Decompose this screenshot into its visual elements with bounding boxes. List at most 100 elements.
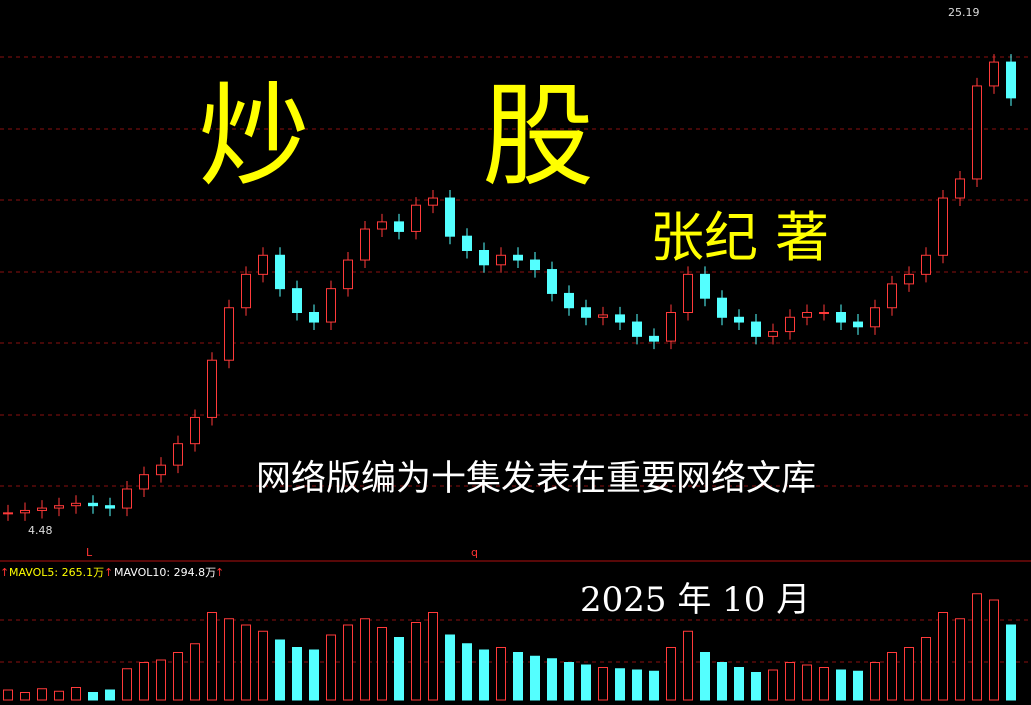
title-char: 股: [482, 72, 594, 202]
candle: [819, 312, 829, 315]
candle: [122, 488, 132, 509]
candle: [343, 259, 353, 290]
candle: [326, 288, 336, 323]
candle: [972, 85, 982, 180]
volume-bar: [904, 647, 914, 701]
volume-bar: [292, 647, 302, 701]
volume-bar: [139, 662, 149, 701]
volume-bar: [156, 659, 166, 701]
candle: [649, 335, 659, 342]
candle: [105, 505, 115, 509]
candle: [513, 254, 523, 261]
volume-bar: [921, 637, 931, 701]
volume-bar: [1006, 624, 1016, 701]
volume-bar: [972, 593, 982, 701]
volume-bar: [20, 692, 30, 701]
volume-bar: [241, 624, 251, 701]
candle: [54, 505, 64, 509]
volume-bar: [819, 667, 829, 701]
candle: [700, 273, 710, 299]
candle: [462, 235, 472, 251]
candle: [853, 321, 863, 328]
author: 张纪 著: [650, 206, 829, 269]
volume-bar: [190, 643, 200, 701]
candle: [207, 359, 217, 418]
volume-bar: [377, 627, 387, 701]
volume-bar: [71, 687, 81, 701]
volume-bar: [88, 692, 98, 701]
candle: [632, 321, 642, 337]
volume-bar: [632, 669, 642, 701]
volume-bar: [598, 667, 608, 701]
volume-bar: [734, 667, 744, 701]
volume-bar: [683, 630, 693, 701]
candle: [802, 312, 812, 318]
candle: [921, 254, 931, 275]
candle: [20, 509, 30, 514]
volume-bar: [870, 662, 880, 701]
candle: [836, 312, 846, 323]
volume-bar: [343, 624, 353, 701]
volume-bar: [462, 643, 472, 701]
volume-bar: [717, 662, 727, 701]
candle: [411, 204, 421, 232]
candle: [581, 307, 591, 318]
volume-bar: [105, 689, 115, 701]
arrow: ↑: [0, 566, 9, 579]
candle: [37, 507, 47, 511]
candle: [785, 316, 795, 333]
candle: [479, 249, 489, 266]
candle: [3, 512, 13, 515]
candle: [666, 312, 676, 342]
candle: [173, 443, 183, 466]
volume-bar: [224, 618, 234, 701]
volume-bar: [360, 618, 370, 701]
candle: [598, 314, 608, 318]
candle: [292, 288, 302, 314]
candle: [71, 502, 81, 507]
volume-bar: [938, 612, 948, 701]
volume-bar: [513, 652, 523, 701]
candle: [445, 197, 455, 237]
volume-bar: [836, 669, 846, 701]
candle: [360, 228, 370, 261]
candle: [275, 254, 285, 290]
volume-bar: [530, 655, 540, 701]
volume-bar: [445, 634, 455, 701]
volume-bar: [394, 637, 404, 701]
candle: [887, 283, 897, 309]
candle: [751, 321, 761, 337]
arrow: ↑: [104, 566, 113, 579]
volume-bar: [258, 630, 268, 701]
candle: [88, 502, 98, 507]
volume-bar: [122, 668, 132, 701]
candle: [768, 331, 778, 337]
volume-bar: [207, 612, 217, 701]
grid: [0, 56, 1031, 663]
volume-bar: [581, 664, 591, 701]
volume-bar: [666, 647, 676, 701]
volume-bar: [802, 664, 812, 701]
marker: q: [471, 546, 478, 559]
volume-bar: [54, 690, 64, 701]
arrow: ↑: [215, 566, 224, 579]
candle: [496, 254, 506, 266]
volume-bar: [309, 649, 319, 701]
volume-bar: [649, 670, 659, 701]
candle: [870, 307, 880, 328]
candle: [377, 221, 387, 230]
candle: [734, 316, 744, 323]
candle: [190, 416, 200, 445]
low-label: 4.48: [28, 524, 53, 537]
candle: [428, 197, 438, 206]
candle: [394, 221, 404, 232]
volume-bar: [853, 670, 863, 701]
candle: [547, 269, 557, 294]
volume-bar: [700, 652, 710, 701]
candle: [1006, 61, 1016, 99]
date: 2025 年 10 月: [580, 580, 810, 620]
high-label: 25.19: [948, 6, 980, 19]
candle: [717, 297, 727, 318]
